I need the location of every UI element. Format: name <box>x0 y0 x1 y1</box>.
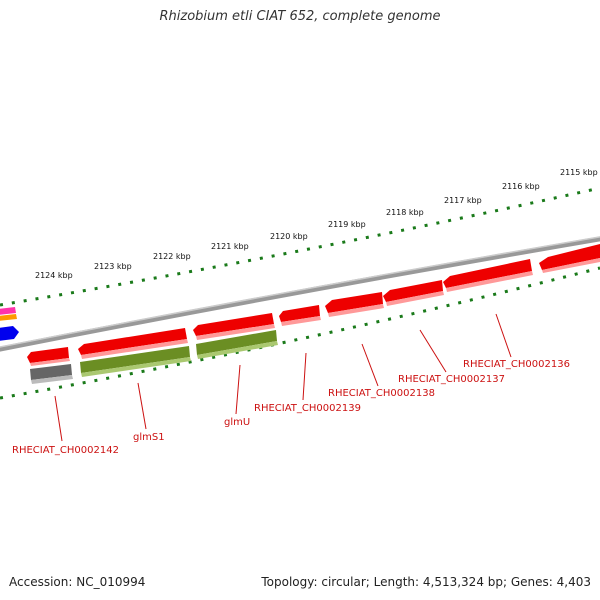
topology-text: Topology: circular; Length: 4,513,324 bp… <box>261 575 591 589</box>
leader-glmS1 <box>137 382 147 430</box>
genome-backbone <box>0 236 600 352</box>
gene-arrow-upstream[interactable] <box>193 313 275 340</box>
tick-label-2121: 2121 kbp <box>211 242 249 251</box>
leader-RHECIAT_CH0002139 <box>302 352 307 401</box>
label-leaders <box>54 313 512 442</box>
tick-label-2116: 2116 kbp <box>502 182 540 191</box>
gene-label-RHECIAT_CH0002138[interactable]: RHECIAT_CH0002138 <box>328 388 435 399</box>
gene-arrow-RHECIAT_CH0002136[interactable] <box>539 244 600 273</box>
accession-text: Accession: NC_010994 <box>9 575 146 589</box>
gene-label-glmU[interactable]: glmU <box>224 417 250 428</box>
leader-RHECIAT_CH0002137 <box>419 329 447 373</box>
tick-label-2115: 2115 kbp <box>560 168 598 177</box>
gene-arrow-RHECIAT_CH0002139[interactable] <box>325 292 384 317</box>
tick-label-2123: 2123 kbp <box>94 262 132 271</box>
leader-glmU <box>235 364 241 415</box>
inner-tick-track <box>0 266 600 400</box>
leader-RHECIAT_CH0002136 <box>495 313 512 358</box>
tick-label-2118: 2118 kbp <box>386 208 424 217</box>
gene-RHECIAT_CH0002142[interactable] <box>30 364 73 384</box>
outer-tick-track <box>0 186 600 307</box>
leader-RHECIAT_CH0002142 <box>54 395 63 442</box>
gene-label-RHECIAT_CH0002136[interactable]: RHECIAT_CH0002136 <box>463 359 570 370</box>
tick-label-2120: 2120 kbp <box>270 232 308 241</box>
gene-arrow-RHECIAT_CH0002137[interactable] <box>443 259 533 292</box>
gene-label-RHECIAT_CH0002137[interactable]: RHECIAT_CH0002137 <box>398 374 505 385</box>
gene-arrow-upstream-2[interactable] <box>78 328 188 359</box>
genome-backbone-highlight <box>0 236 600 348</box>
forward-feature-blue <box>0 326 19 341</box>
gene-arrow-small[interactable] <box>279 305 321 326</box>
gene-label-glmS1[interactable]: glmS1 <box>133 432 165 443</box>
tick-label-2122: 2122 kbp <box>153 252 191 261</box>
gene-arrow-left[interactable] <box>27 347 70 366</box>
tick-label-2119: 2119 kbp <box>328 220 366 229</box>
gene-label-RHECIAT_CH0002139[interactable]: RHECIAT_CH0002139 <box>254 403 361 414</box>
gene-glmS1[interactable] <box>80 346 191 377</box>
tick-label-2124: 2124 kbp <box>35 271 73 280</box>
gene-arrow-RHECIAT_CH0002138[interactable] <box>383 280 444 306</box>
gene-label-RHECIAT_CH0002142[interactable]: RHECIAT_CH0002142 <box>12 445 119 456</box>
map-title: Rhizobium etli CIAT 652, complete genome <box>159 9 441 24</box>
forward-feature-orange <box>0 314 17 321</box>
forward-feature-pink <box>0 307 16 315</box>
tick-label-2117: 2117 kbp <box>444 196 482 205</box>
leader-RHECIAT_CH0002138 <box>361 343 379 387</box>
gene-glmU[interactable] <box>196 330 278 359</box>
